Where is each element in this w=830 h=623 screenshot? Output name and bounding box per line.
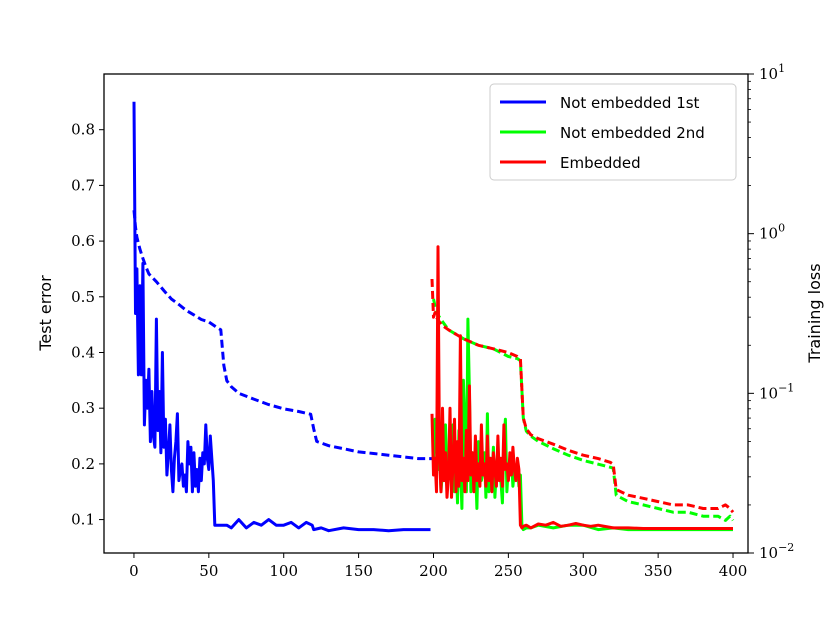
x-tick-label: 400 bbox=[719, 562, 748, 580]
training-loss-line-3 bbox=[430, 278, 735, 514]
plot-lines bbox=[132, 101, 735, 533]
test-error-line-2 bbox=[432, 317, 733, 532]
y-right-tick-label: 10−1 bbox=[759, 381, 794, 402]
legend-label-2: Not embedded 2nd bbox=[560, 124, 705, 142]
x-tick-label: 0 bbox=[129, 562, 139, 580]
training-loss-line-1 bbox=[132, 210, 434, 461]
x-tick-label: 350 bbox=[644, 562, 673, 580]
y-left-tick-label: 0.6 bbox=[71, 232, 95, 250]
y-axis-right-title: Training loss bbox=[805, 263, 824, 363]
x-tick-label: 50 bbox=[199, 562, 218, 580]
x-tick-label: 100 bbox=[269, 562, 298, 580]
y-left-tick-label: 0.2 bbox=[71, 455, 95, 473]
y-right-tick-label: 10−2 bbox=[759, 541, 794, 562]
test-error-line-1 bbox=[132, 101, 431, 533]
y-left-tick-label: 0.3 bbox=[71, 399, 95, 417]
y-axis-right: 10−2 10−1 100 101 bbox=[748, 62, 794, 562]
y-axis-left: 0.1 0.2 0.3 0.4 0.5 0.6 0.7 0.8 bbox=[71, 121, 104, 529]
x-tick-label: 300 bbox=[569, 562, 598, 580]
training-loss-line-2 bbox=[432, 298, 735, 522]
legend-box bbox=[489, 83, 737, 181]
y-left-tick-label: 0.7 bbox=[71, 176, 95, 194]
y-axis-left-title: Test error bbox=[36, 275, 55, 352]
plot-frame bbox=[103, 73, 749, 554]
test-error-line-3 bbox=[430, 245, 733, 530]
legend-label-3: Embedded bbox=[560, 154, 641, 172]
legend-label-1: Not embedded 1st bbox=[560, 94, 700, 112]
y-right-tick-label: 100 bbox=[759, 222, 785, 243]
y-right-tick-label: 101 bbox=[759, 62, 785, 83]
y-left-tick-label: 0.4 bbox=[71, 343, 95, 361]
legend: Not embedded 1st Not embedded 2nd Embedded bbox=[489, 83, 737, 181]
x-axis: 0 50 100 150 200 250 300 350 400 bbox=[129, 553, 747, 580]
x-tick-label: 200 bbox=[419, 562, 448, 580]
x-tick-label: 250 bbox=[494, 562, 523, 580]
y-left-tick-label: 0.5 bbox=[71, 288, 95, 306]
x-tick-label: 150 bbox=[344, 562, 373, 580]
y-left-tick-label: 0.1 bbox=[71, 511, 95, 529]
y-left-tick-label: 0.8 bbox=[71, 121, 95, 139]
